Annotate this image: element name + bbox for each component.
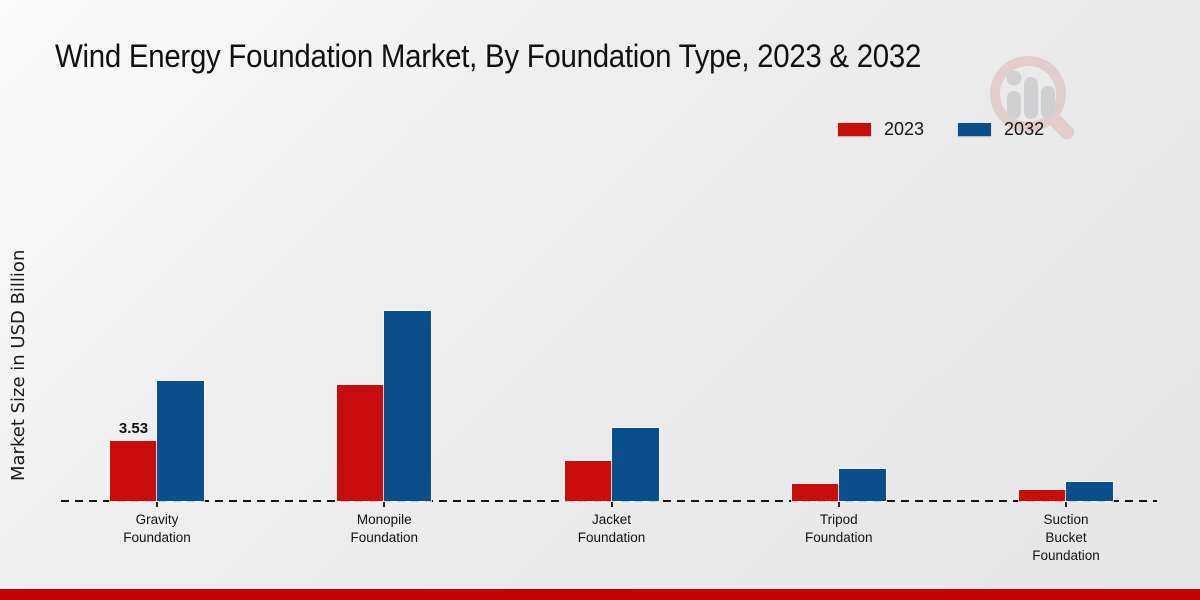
category-label-line: Gravity: [135, 512, 179, 527]
category-label-line: Suction: [1043, 512, 1089, 527]
zero-baseline: [61, 500, 1157, 502]
bar-2032-monopile-foundation: [384, 310, 432, 501]
bar-2023-suction-bucket-foundation: [1019, 489, 1066, 501]
category-label-line: Monopile: [356, 512, 412, 527]
legend-swatch-2023: [838, 123, 871, 136]
category-label-suction-bucket-foundation: Suction Bucket Foundation: [996, 511, 1136, 565]
magnifier-bar-chart-icon: [990, 56, 1075, 140]
legend-swatch-2032: [958, 123, 992, 136]
bar-2023-monopile-foundation: [337, 385, 385, 501]
footer-bar: [0, 589, 1200, 600]
bar-2032-suction-bucket-foundation: [1066, 482, 1113, 501]
x-tick-suction-bucket-foundation: [1065, 502, 1067, 507]
chart-title: Wind Energy Foundation Market, By Founda…: [55, 38, 922, 74]
bar-2032-jacket-foundation: [611, 428, 659, 501]
value-label-3.53: 3.53: [118, 420, 149, 437]
bar-2032-gravity-foundation: [157, 381, 204, 501]
legend-label-2032: 2032: [1004, 119, 1045, 139]
legend-item-2032: 2032: [958, 119, 1044, 140]
category-label-line: Bucket: [1045, 530, 1087, 545]
x-tick-jacket-foundation: [610, 502, 613, 507]
category-label-line: Foundation: [350, 530, 419, 545]
bar-2023-gravity-foundation: [110, 441, 157, 501]
x-tick-gravity-foundation: [156, 502, 158, 507]
category-label-line: Foundation: [577, 530, 646, 545]
category-label-tripod-foundation: Tripod Foundation: [769, 511, 909, 547]
bar-2032-tripod-foundation: [838, 468, 886, 501]
x-tick-tripod-foundation: [837, 502, 840, 507]
category-label-jacket-foundation: Jacket Foundation: [542, 511, 682, 547]
bar-2023-jacket-foundation: [564, 461, 612, 501]
category-label-monopile-foundation: Monopile Foundation: [314, 511, 454, 547]
watermark-logo: [983, 50, 1083, 151]
category-label-gravity-foundation: Gravity Foundation: [87, 511, 227, 547]
category-label-line: Foundation: [1032, 548, 1100, 563]
category-label-line: Foundation: [804, 530, 873, 545]
legend-label-2023: 2023: [884, 119, 925, 139]
legend: 2023 2032: [838, 119, 1044, 140]
legend-item-2023: 2023: [838, 119, 924, 140]
x-tick-monopile-foundation: [383, 502, 386, 507]
category-label-line: Foundation: [123, 530, 191, 545]
category-label-line: Tripod: [819, 512, 858, 527]
bar-2023-tripod-foundation: [791, 484, 839, 501]
category-label-line: Jacket: [591, 512, 632, 527]
